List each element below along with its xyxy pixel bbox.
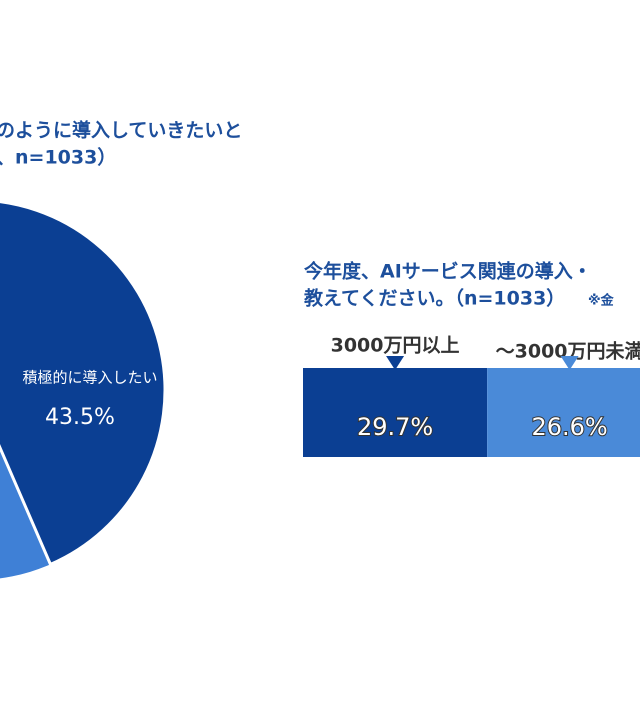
bar-note: ※金 [588, 293, 615, 309]
bar-title: 教えてください。（n=1033） [304, 287, 565, 310]
slice-label: 積極的に導入したい [22, 369, 157, 387]
segment-label: 3000万円以上 [331, 335, 460, 357]
bar-segment [303, 368, 488, 457]
pie-title: のように導入していきたいと [0, 119, 242, 142]
pointer [386, 356, 405, 370]
pie-slice [0, 200, 167, 567]
pointer [560, 356, 579, 370]
segment-label: ～3000万円未満 [496, 340, 640, 363]
pie-title: 、n=1033） [0, 146, 116, 169]
segment-value: 26.6% [531, 413, 607, 441]
slice-value: 43.5% [45, 405, 115, 430]
bar-title: 今年度、AIサービス関連の導入・ [303, 260, 592, 283]
segment-value: 29.7% [357, 413, 433, 441]
bar-segment [487, 368, 640, 457]
